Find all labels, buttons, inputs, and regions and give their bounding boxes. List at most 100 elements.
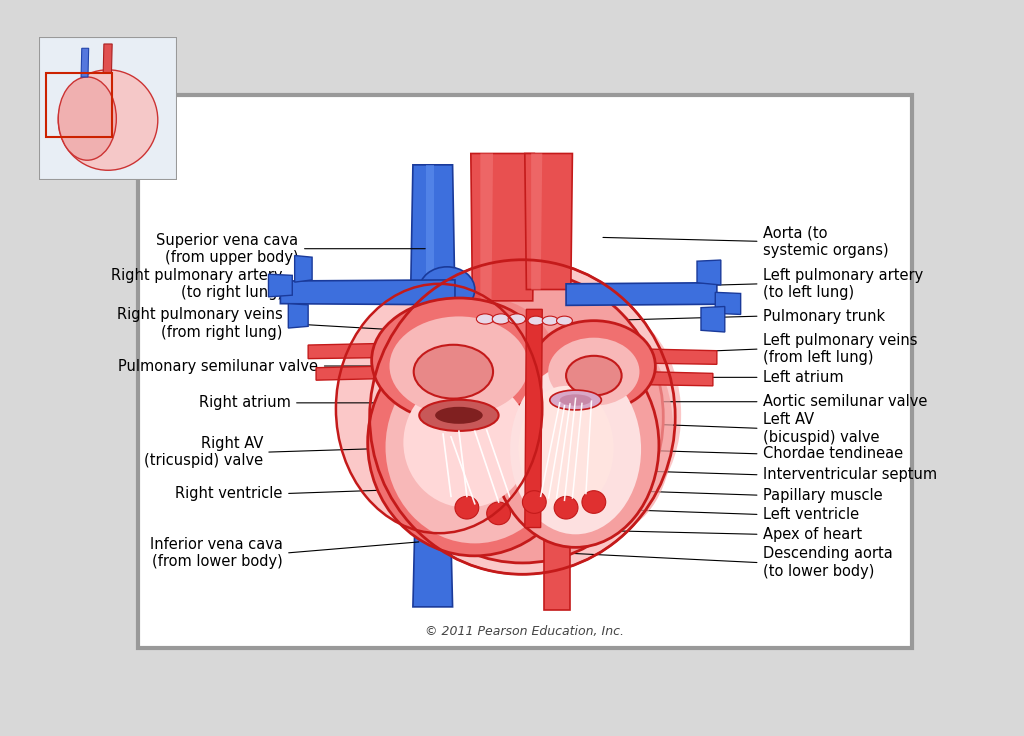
Polygon shape [411, 165, 455, 301]
Polygon shape [566, 283, 717, 305]
Point [469, 499, 481, 508]
Ellipse shape [510, 364, 641, 534]
Ellipse shape [528, 316, 544, 325]
Ellipse shape [566, 355, 622, 395]
Point [569, 394, 582, 403]
Text: Left AV
(bicuspid) valve: Left AV (bicuspid) valve [763, 412, 880, 445]
FancyBboxPatch shape [137, 95, 912, 648]
Ellipse shape [550, 390, 601, 410]
Polygon shape [531, 154, 543, 289]
Polygon shape [524, 309, 543, 528]
Text: Right ventricle: Right ventricle [175, 486, 283, 501]
Ellipse shape [548, 338, 639, 406]
Point [586, 397, 598, 406]
Line: 2 pts: 2 pts [549, 406, 564, 498]
Ellipse shape [385, 351, 564, 543]
Text: Superior vena cava
(from upper body): Superior vena cava (from upper body) [157, 233, 299, 265]
Polygon shape [645, 372, 713, 386]
Ellipse shape [560, 394, 592, 406]
Point [469, 427, 481, 436]
Polygon shape [81, 49, 89, 77]
Text: Right pulmonary artery
(to right lung): Right pulmonary artery (to right lung) [112, 268, 283, 300]
Line: 2 pts: 2 pts [443, 434, 451, 496]
Ellipse shape [58, 70, 158, 170]
Line: 2 pts: 2 pts [459, 431, 467, 496]
Point [580, 489, 592, 498]
Text: Inferior vena cava
(from lower body): Inferior vena cava (from lower body) [150, 537, 283, 569]
Point [558, 401, 570, 410]
Polygon shape [544, 514, 570, 609]
FancyBboxPatch shape [39, 37, 177, 180]
Ellipse shape [58, 77, 117, 160]
Point [444, 492, 457, 500]
Ellipse shape [554, 332, 673, 531]
Point [437, 430, 450, 439]
Line: 2 pts: 2 pts [541, 403, 560, 496]
Line: 2 pts: 2 pts [572, 403, 582, 498]
Polygon shape [697, 260, 721, 285]
Text: Left ventricle: Left ventricle [763, 507, 859, 522]
Ellipse shape [522, 491, 546, 514]
Text: © 2011 Pearson Education, Inc.: © 2011 Pearson Education, Inc. [425, 625, 625, 637]
Line: 2 pts: 2 pts [451, 437, 475, 503]
Polygon shape [480, 154, 494, 301]
Ellipse shape [416, 298, 558, 439]
Ellipse shape [508, 314, 525, 324]
Polygon shape [103, 44, 113, 73]
Polygon shape [426, 165, 434, 301]
Polygon shape [524, 154, 572, 289]
Point [554, 398, 566, 407]
Text: Pulmonary semilunar valve: Pulmonary semilunar valve [119, 358, 318, 373]
Polygon shape [645, 349, 717, 364]
Polygon shape [308, 344, 387, 358]
Ellipse shape [419, 400, 499, 431]
Ellipse shape [557, 316, 572, 325]
Text: Left pulmonary artery
(to left lung): Left pulmonary artery (to left lung) [763, 268, 923, 300]
Ellipse shape [372, 298, 546, 422]
Polygon shape [701, 306, 725, 332]
Point [558, 496, 570, 505]
Point [564, 400, 577, 408]
Point [493, 498, 505, 506]
Text: Papillary muscle: Papillary muscle [763, 488, 883, 503]
Ellipse shape [493, 314, 510, 324]
Point [461, 492, 473, 500]
Ellipse shape [554, 496, 578, 519]
Line: 2 pts: 2 pts [475, 431, 499, 502]
Polygon shape [268, 275, 292, 297]
Polygon shape [715, 292, 740, 314]
Text: Interventricular septum: Interventricular septum [763, 467, 937, 482]
Ellipse shape [455, 496, 479, 519]
Ellipse shape [336, 284, 543, 533]
Ellipse shape [419, 267, 475, 312]
Text: Right atrium: Right atrium [199, 395, 291, 411]
Polygon shape [289, 304, 308, 328]
Point [566, 494, 579, 503]
Point [551, 494, 563, 503]
Ellipse shape [435, 407, 482, 424]
Ellipse shape [493, 344, 658, 548]
Point [480, 425, 493, 434]
Ellipse shape [499, 301, 681, 528]
Polygon shape [413, 505, 453, 607]
Ellipse shape [543, 316, 558, 325]
Text: Aorta (to
systemic organs): Aorta (to systemic organs) [763, 225, 889, 258]
Ellipse shape [368, 329, 582, 556]
Ellipse shape [389, 316, 528, 416]
Point [575, 399, 588, 408]
Ellipse shape [486, 502, 511, 525]
Ellipse shape [532, 321, 655, 411]
Ellipse shape [382, 271, 664, 563]
Point [505, 495, 517, 503]
Polygon shape [295, 255, 312, 282]
Point [535, 492, 547, 500]
Text: Right pulmonary veins
(from right lung): Right pulmonary veins (from right lung) [117, 308, 283, 340]
Text: Aortic semilunar valve: Aortic semilunar valve [763, 394, 928, 409]
Point [453, 427, 465, 436]
Ellipse shape [476, 314, 494, 324]
Line: 2 pts: 2 pts [586, 401, 592, 494]
Ellipse shape [370, 260, 675, 574]
Text: Descending aorta
(to lower body): Descending aorta (to lower body) [763, 546, 893, 579]
Ellipse shape [403, 378, 530, 508]
Text: Chordae tendineae: Chordae tendineae [763, 446, 903, 461]
